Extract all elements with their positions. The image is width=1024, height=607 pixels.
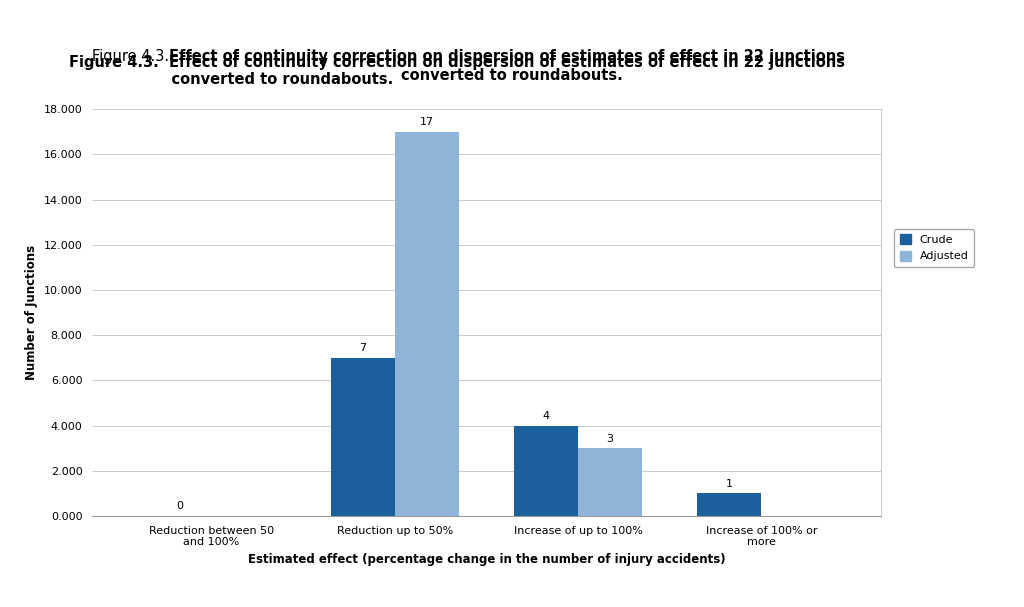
Bar	[394, 132, 459, 516]
X-axis label: Estimated effect (percentage change in the number of injury accidents): Estimated effect (percentage change in t…	[248, 553, 725, 566]
Bar	[697, 493, 762, 516]
Bar	[331, 358, 394, 516]
Text: 17: 17	[420, 117, 434, 127]
Text: Figure 4.3.: Figure 4.3.	[92, 49, 178, 64]
Text: Effect of continuity correction on dispersion of estimates of effect in 22 junct: Effect of continuity correction on dispe…	[169, 49, 845, 64]
Bar	[514, 426, 579, 516]
Bar	[579, 448, 642, 516]
Y-axis label: Number of Junctions: Number of Junctions	[26, 245, 38, 380]
Text: 3: 3	[606, 433, 613, 444]
Text: Figure 4.3.  Effect of continuity correction on dispersion of estimates of effec: Figure 4.3. Effect of continuity correct…	[69, 55, 845, 87]
Text: 0: 0	[176, 501, 182, 512]
Text: 4: 4	[543, 411, 550, 421]
Text: 1: 1	[726, 479, 733, 489]
Legend: Crude, Adjusted: Crude, Adjusted	[894, 229, 974, 267]
Text: 7: 7	[359, 344, 367, 353]
Text: converted to roundabouts.: converted to roundabouts.	[401, 68, 623, 83]
